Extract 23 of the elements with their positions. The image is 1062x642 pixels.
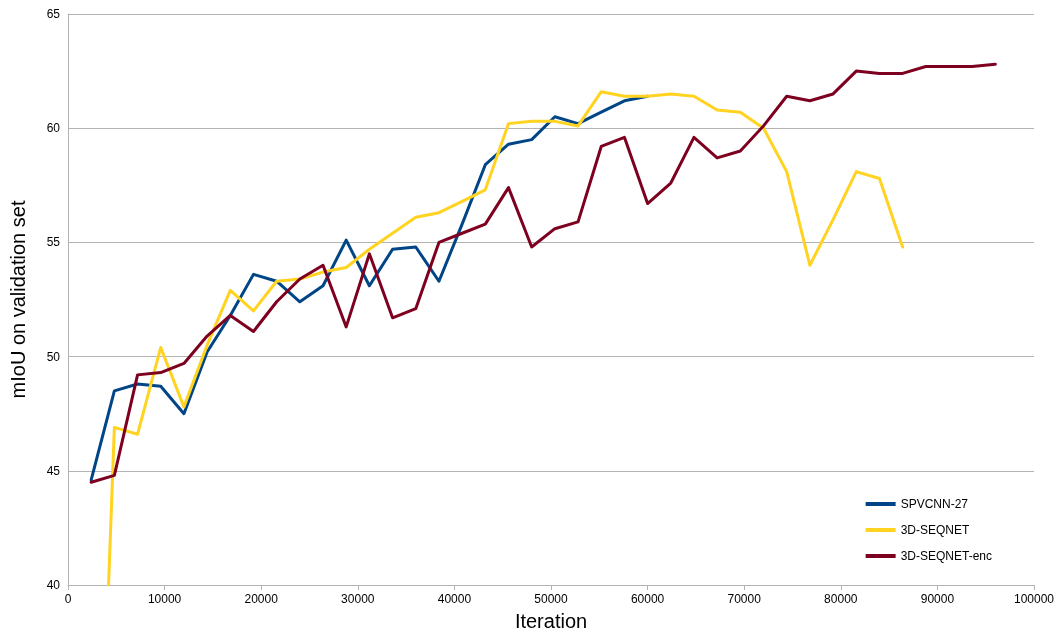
legend-label: 3D-SEQNET: [900, 523, 970, 537]
x-tick-label: 80000: [824, 592, 858, 606]
line-series: [89, 62, 997, 484]
y-tick-label: 65: [46, 7, 61, 21]
x-tick-label: 90000: [920, 592, 955, 606]
x-tick-label: 20000: [244, 592, 279, 606]
x-tick-label: 40000: [437, 592, 472, 606]
y-tick-label: 50: [46, 349, 61, 364]
x-tick-label: 30000: [341, 592, 375, 606]
x-tick-label: 50000: [534, 592, 569, 606]
legend-label: SPVCNN-27: [900, 497, 969, 511]
y-tick-label: 40: [46, 578, 61, 592]
y-axis-title: mIoU on validation set: [7, 200, 29, 399]
y-tick-label: 45: [46, 463, 61, 478]
y-tick-label: 60: [46, 121, 61, 136]
y-tick-label: 55: [46, 235, 61, 250]
x-tick-label: 10000: [147, 592, 182, 606]
x-tick-label: 100000: [1013, 592, 1055, 606]
legend-label: 3D-SEQNET-enc: [900, 549, 992, 563]
x-axis-title: Iteration: [514, 610, 588, 632]
x-tick-label: 60000: [630, 592, 665, 606]
x-tick-label: 70000: [727, 592, 762, 606]
x-tick-label: 0: [64, 592, 72, 606]
